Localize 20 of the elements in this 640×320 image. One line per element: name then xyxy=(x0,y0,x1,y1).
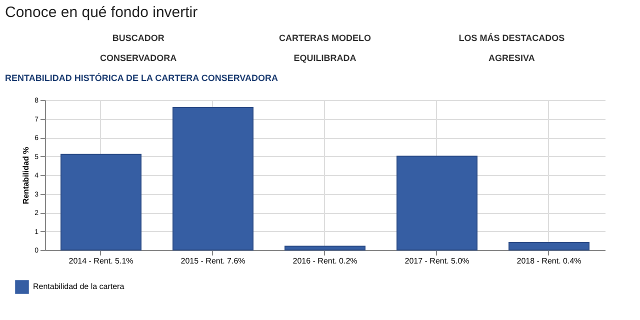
legend-label: Rentabilidad de la cartera xyxy=(33,282,125,291)
chart-title: Conoce en qué fondo invertir xyxy=(5,4,198,21)
x-tick-label: 2014 - Rent. 5.1% xyxy=(68,256,134,266)
bar xyxy=(508,242,590,250)
text: CARTERAS MODELO xyxy=(279,33,371,43)
y-axis-title: Rentabilidad % xyxy=(22,146,31,204)
x-tick-label: 2017 - Rent. 5.0% xyxy=(404,256,470,266)
chart-subtitle: RENTABILIDAD HISTÓRICA DE LA CARTERA CONSERVADORA xyxy=(5,73,278,83)
x-tick-label: 2015 - Rent. 7.6% xyxy=(180,256,246,266)
bar xyxy=(396,156,478,250)
text: LOS MÁS DESTACADOS xyxy=(458,33,565,43)
text: BUSCADOR xyxy=(112,33,165,43)
bar xyxy=(284,246,366,250)
bar xyxy=(60,154,142,250)
text: AGRESIVA xyxy=(488,53,536,63)
bar xyxy=(172,107,254,250)
x-tick-label: 2016 - Rent. 0.2% xyxy=(292,256,358,266)
text: EQUILIBRADA xyxy=(294,53,357,63)
x-tick-label: 2018 - Rent. 0.4% xyxy=(516,256,582,266)
text: CONSERVADORA xyxy=(100,53,178,63)
